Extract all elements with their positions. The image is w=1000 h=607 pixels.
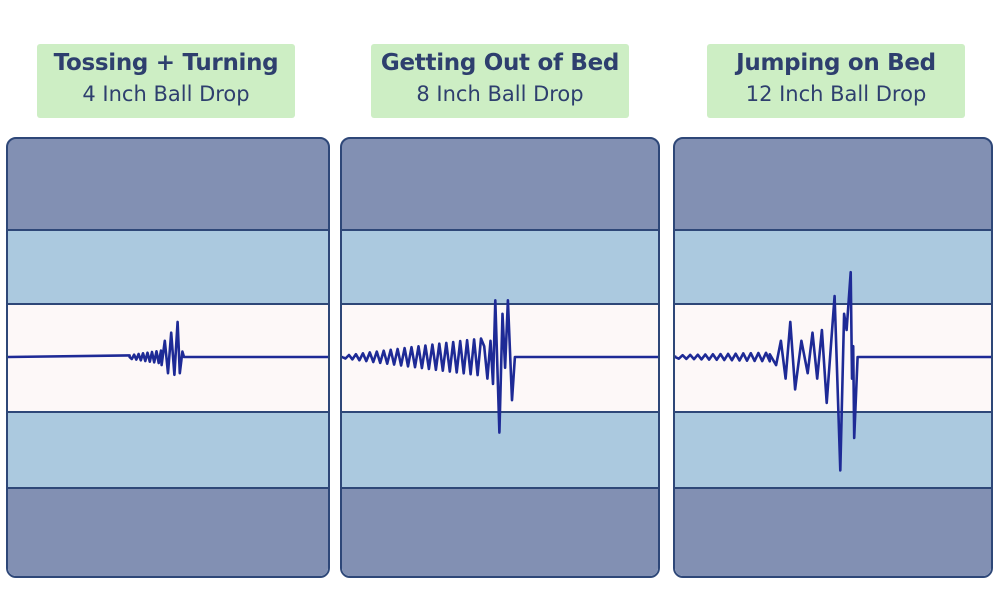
- outer-band: [8, 487, 328, 576]
- label-tossing-turning: Tossing + Turning 4 Inch Ball Drop: [37, 44, 295, 118]
- mattress-panel-2: [340, 137, 660, 578]
- vibration-waveform: [675, 270, 991, 472]
- label-subtitle: 4 Inch Ball Drop: [82, 82, 250, 106]
- waveform-line: [8, 320, 328, 377]
- label-title: Tossing + Turning: [53, 50, 279, 76]
- outer-band: [342, 487, 658, 576]
- vibration-waveform: [342, 299, 658, 434]
- waveform-line: [675, 270, 991, 472]
- label-title: Jumping on Bed: [736, 50, 936, 76]
- waveform-line: [342, 299, 658, 434]
- label-getting-out-of-bed: Getting Out of Bed 8 Inch Ball Drop: [371, 44, 629, 118]
- vibration-waveform: [8, 320, 328, 377]
- label-subtitle: 8 Inch Ball Drop: [416, 82, 584, 106]
- outer-band: [675, 487, 991, 576]
- label-title: Getting Out of Bed: [380, 50, 620, 76]
- mattress-panel-3: [673, 137, 993, 578]
- label-subtitle: 12 Inch Ball Drop: [745, 82, 927, 106]
- mattress-panel-1: [6, 137, 330, 578]
- label-jumping-on-bed: Jumping on Bed 12 Inch Ball Drop: [707, 44, 965, 118]
